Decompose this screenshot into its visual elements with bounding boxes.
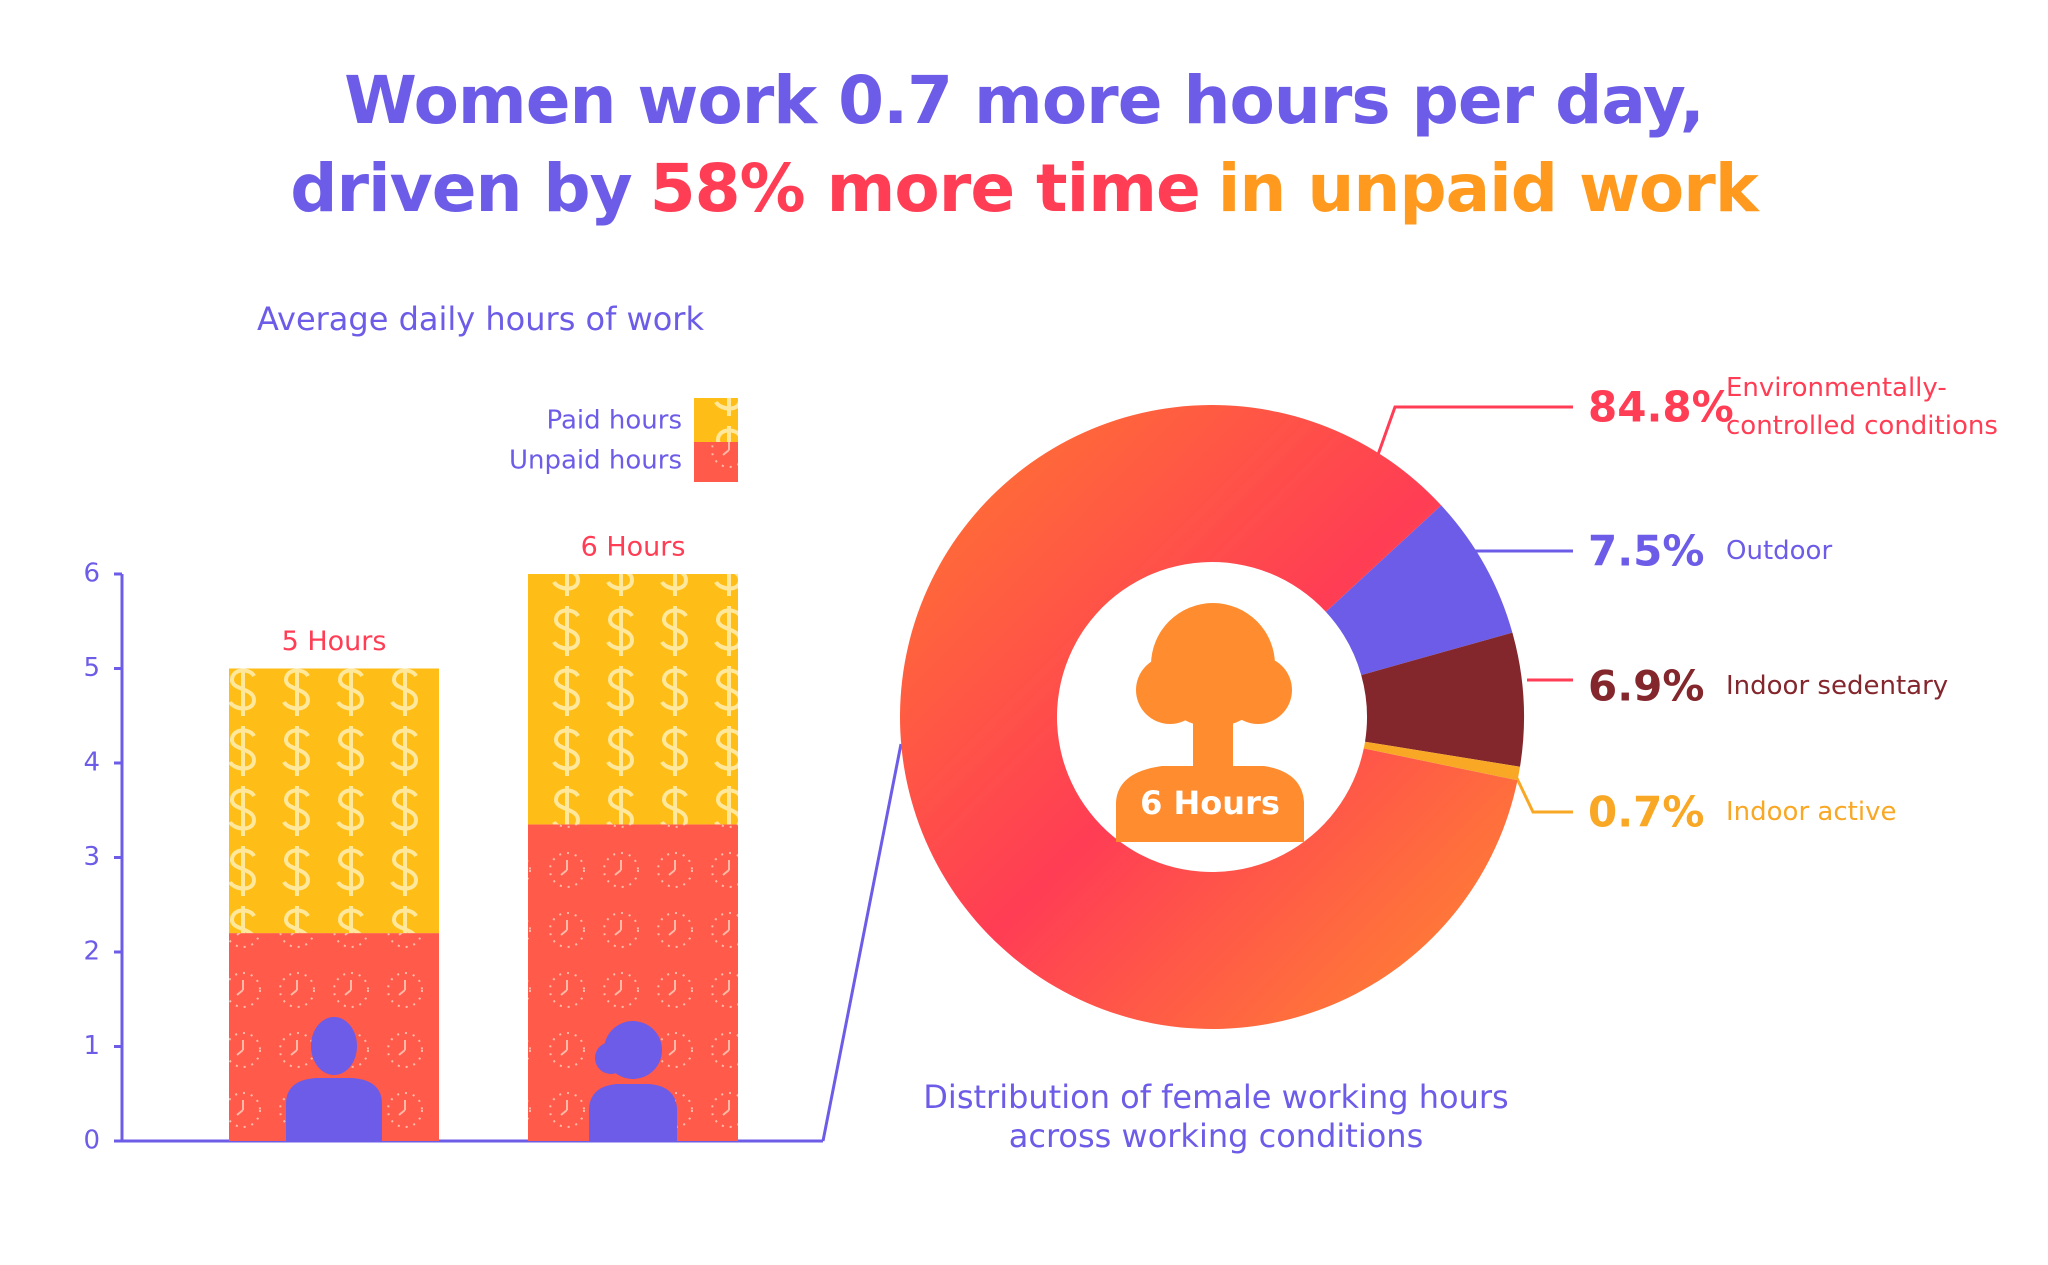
category-label: Indoor active xyxy=(1726,797,1897,827)
y-tick-label: 2 xyxy=(83,937,100,967)
connector-line xyxy=(821,743,903,1142)
woman-figure xyxy=(1224,656,1292,724)
category-label: Environmentally-controlled conditions xyxy=(1726,373,1998,441)
woman-figure xyxy=(1136,656,1204,724)
value-label: 7.5% xyxy=(1588,526,1705,576)
donut-slice xyxy=(1361,632,1524,767)
man-icon xyxy=(286,1078,382,1141)
headline-line: driven by 58% more time in unpaid work xyxy=(0,150,2048,227)
headline-part: driven by xyxy=(290,150,632,227)
y-tick-label: 5 xyxy=(83,653,100,683)
legend-swatch xyxy=(694,398,738,442)
center-label: 6 Hours xyxy=(1140,784,1280,822)
donut-slice xyxy=(1325,505,1513,676)
leader-line xyxy=(1511,769,1573,814)
value-label: 0.7% xyxy=(1588,787,1705,837)
woman-icon xyxy=(595,1042,627,1074)
headline-part: Women work 0.7 more hours per day, xyxy=(344,62,1705,139)
pie-title: Distribution of female working hours xyxy=(923,1078,1508,1116)
category-label: Outdoor xyxy=(1726,536,1833,566)
legend-label: Unpaid hours xyxy=(509,446,682,476)
y-tick-label: 0 xyxy=(83,1126,100,1156)
woman-icon xyxy=(589,1084,677,1141)
man-icon xyxy=(311,1017,357,1075)
y-tick-label: 4 xyxy=(83,748,100,778)
category-label: Indoor sedentary xyxy=(1726,671,1949,701)
pie-title: across working conditions xyxy=(1009,1117,1423,1155)
y-tick-label: 1 xyxy=(83,1031,100,1061)
bar-segment xyxy=(229,668,439,934)
woman-figure xyxy=(1116,766,1304,842)
headline-part: 58% more time xyxy=(649,150,1201,227)
total-label: 5 Hours xyxy=(282,626,387,657)
bar-chart-title: Average daily hours of work xyxy=(257,300,704,338)
woman-figure xyxy=(1193,720,1233,770)
donut-slice xyxy=(1363,741,1521,781)
donut-slice xyxy=(900,404,1518,1030)
headline-part: in unpaid work xyxy=(1217,150,1759,227)
total-label: 6 Hours xyxy=(581,532,686,563)
bar-segment xyxy=(528,574,738,825)
value-label: 84.8% xyxy=(1588,382,1734,432)
legend-label: Paid hours xyxy=(546,406,682,436)
legend-swatch xyxy=(694,438,738,482)
y-tick-label: 3 xyxy=(83,842,100,872)
headline-line: Women work 0.7 more hours per day, xyxy=(0,62,2048,139)
y-tick-label: 6 xyxy=(83,559,100,589)
value-label: 6.9% xyxy=(1588,661,1705,711)
